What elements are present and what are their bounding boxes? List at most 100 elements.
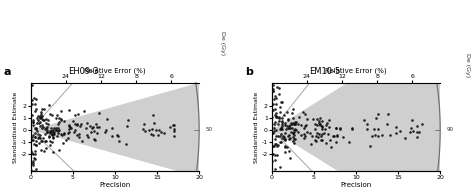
Point: [57, 118, 65, 121]
Point: [63, 139, 70, 142]
Point: [286, 150, 293, 153]
Point: [61, 132, 68, 135]
Point: [28, 136, 36, 139]
Point: [48, 133, 55, 136]
Point: [39, 136, 46, 139]
Point: [37, 113, 45, 116]
Point: [270, 75, 278, 78]
Point: [57, 118, 65, 121]
Point: [35, 114, 42, 118]
Point: [321, 128, 329, 131]
Point: [46, 130, 54, 133]
Point: [278, 121, 286, 124]
Point: [273, 115, 281, 118]
Point: [32, 127, 39, 130]
Point: [311, 122, 319, 125]
Point: [30, 142, 37, 145]
Point: [55, 122, 62, 125]
Point: [54, 126, 62, 129]
Point: [323, 122, 331, 125]
Point: [28, 103, 36, 106]
Point: [360, 119, 368, 122]
Point: [28, 176, 36, 179]
Point: [41, 139, 48, 142]
Point: [277, 127, 285, 130]
Point: [290, 122, 297, 125]
Point: [43, 127, 50, 130]
Point: [61, 132, 68, 135]
Point: [50, 131, 57, 134]
Point: [37, 140, 45, 143]
Point: [148, 133, 155, 136]
Point: [372, 116, 380, 119]
Point: [273, 103, 280, 106]
Point: [42, 140, 50, 143]
Point: [29, 118, 37, 122]
Point: [419, 122, 426, 125]
Point: [49, 135, 56, 138]
Point: [153, 128, 160, 131]
Point: [273, 134, 280, 137]
Y-axis label: Standardised Estimate: Standardised Estimate: [254, 91, 259, 163]
Point: [65, 108, 73, 111]
Point: [284, 135, 292, 138]
Point: [364, 122, 371, 125]
Point: [28, 76, 36, 79]
Point: [291, 123, 299, 126]
Point: [276, 110, 283, 113]
Point: [72, 123, 79, 126]
Point: [27, 150, 35, 153]
Point: [66, 126, 73, 129]
Point: [31, 150, 39, 153]
Point: [309, 117, 317, 120]
Point: [269, 176, 277, 179]
Point: [32, 136, 39, 139]
Point: [270, 176, 278, 179]
Point: [275, 119, 283, 122]
Point: [282, 131, 289, 134]
Point: [44, 130, 51, 133]
Point: [74, 113, 82, 116]
Point: [371, 133, 379, 136]
Point: [278, 124, 285, 127]
Point: [78, 139, 86, 142]
Point: [65, 131, 73, 134]
Point: [284, 118, 292, 121]
Point: [281, 113, 288, 117]
Point: [101, 130, 109, 133]
Point: [29, 99, 36, 102]
Point: [285, 127, 292, 130]
Point: [86, 125, 94, 128]
Point: [28, 113, 36, 116]
Point: [317, 138, 325, 141]
Point: [88, 126, 96, 129]
Point: [270, 126, 278, 129]
Point: [155, 128, 163, 132]
Point: [290, 133, 298, 137]
Point: [270, 98, 278, 101]
Point: [278, 127, 286, 131]
Point: [59, 142, 67, 145]
Text: EH09-3: EH09-3: [68, 67, 99, 76]
Point: [392, 132, 400, 135]
Point: [34, 132, 42, 136]
Point: [413, 130, 421, 133]
Point: [319, 139, 326, 142]
Point: [289, 135, 296, 138]
Polygon shape: [31, 83, 199, 177]
Point: [307, 142, 315, 145]
Point: [289, 117, 297, 120]
Point: [278, 132, 285, 135]
Point: [273, 86, 281, 89]
Point: [292, 121, 300, 124]
Point: [273, 144, 281, 147]
Point: [46, 136, 53, 139]
Point: [416, 131, 423, 134]
Point: [28, 176, 36, 179]
Point: [122, 142, 129, 145]
Point: [277, 127, 285, 130]
Point: [290, 122, 298, 125]
Text: b: b: [245, 67, 253, 77]
Point: [315, 133, 323, 136]
Point: [108, 126, 116, 129]
